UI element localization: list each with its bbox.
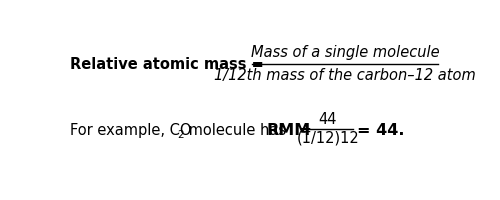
Text: 44: 44	[318, 112, 337, 127]
Text: Relative atomic mass =: Relative atomic mass =	[70, 57, 264, 72]
Text: 2: 2	[177, 130, 184, 140]
Text: RMM: RMM	[266, 123, 310, 138]
Text: = 44.: = 44.	[357, 123, 405, 138]
Text: molecule has: molecule has	[184, 123, 291, 138]
Text: (1/12)12: (1/12)12	[296, 130, 360, 145]
Text: 1/12th mass of the carbon–12 atom: 1/12th mass of the carbon–12 atom	[214, 68, 476, 83]
Text: =: =	[295, 123, 312, 138]
Text: For example, CO: For example, CO	[70, 123, 192, 138]
Text: Mass of a single molecule: Mass of a single molecule	[251, 45, 440, 60]
